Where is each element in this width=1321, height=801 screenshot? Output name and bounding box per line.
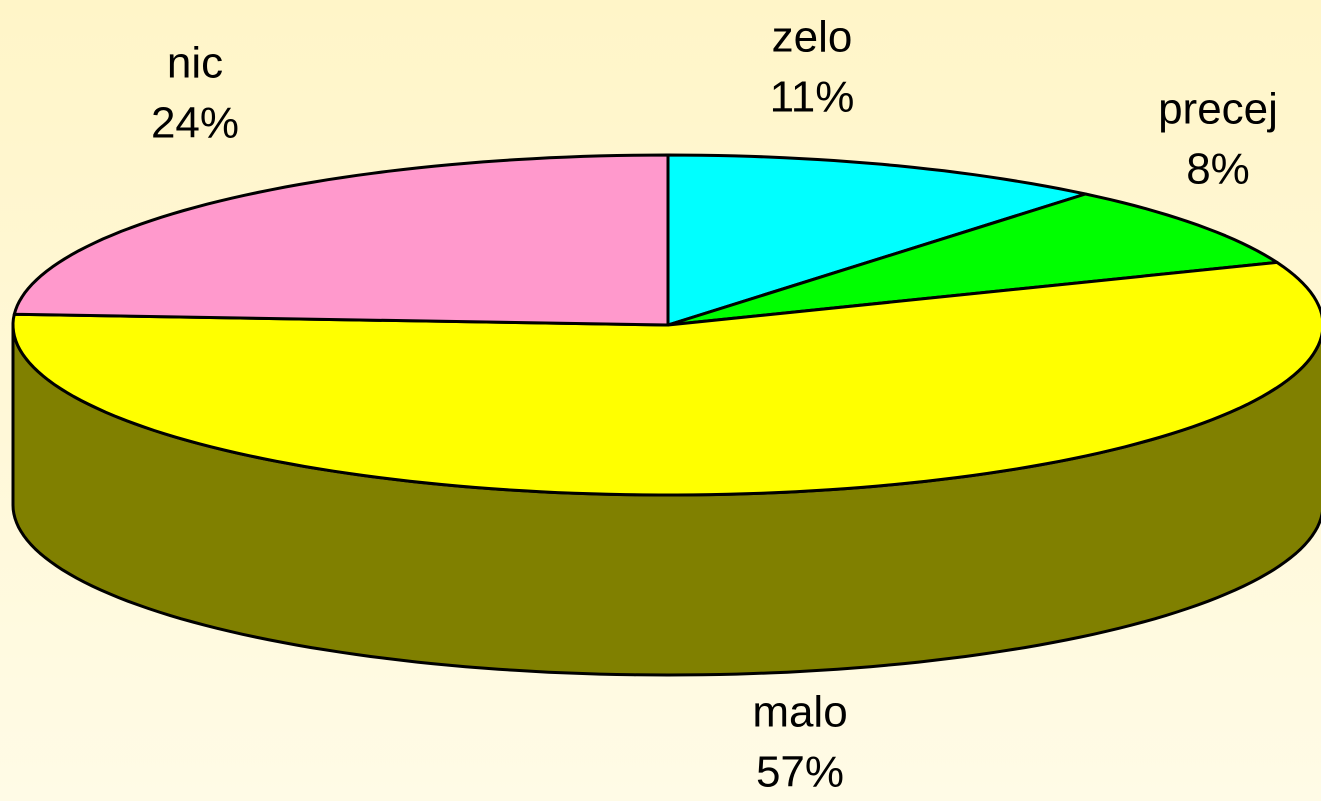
slice: [12, 153, 670, 327]
slice-category-label: zelo: [772, 13, 853, 62]
slice-value-label: 57%: [756, 748, 844, 797]
slice-category-label: malo: [752, 688, 847, 737]
slice-category-label: precej: [1158, 85, 1278, 134]
slice-value-label: 8%: [1186, 145, 1250, 194]
pie-labels: zelo 11% precej 8% malo 57% nic 24%: [151, 13, 1278, 797]
slice: [666, 192, 1279, 327]
pie-tops: [11, 153, 1321, 497]
slice-value-label: 11%: [770, 73, 855, 122]
slice-category-label: nic: [167, 39, 223, 88]
slice: [666, 153, 1087, 327]
slice-value-label: 24%: [151, 99, 239, 148]
